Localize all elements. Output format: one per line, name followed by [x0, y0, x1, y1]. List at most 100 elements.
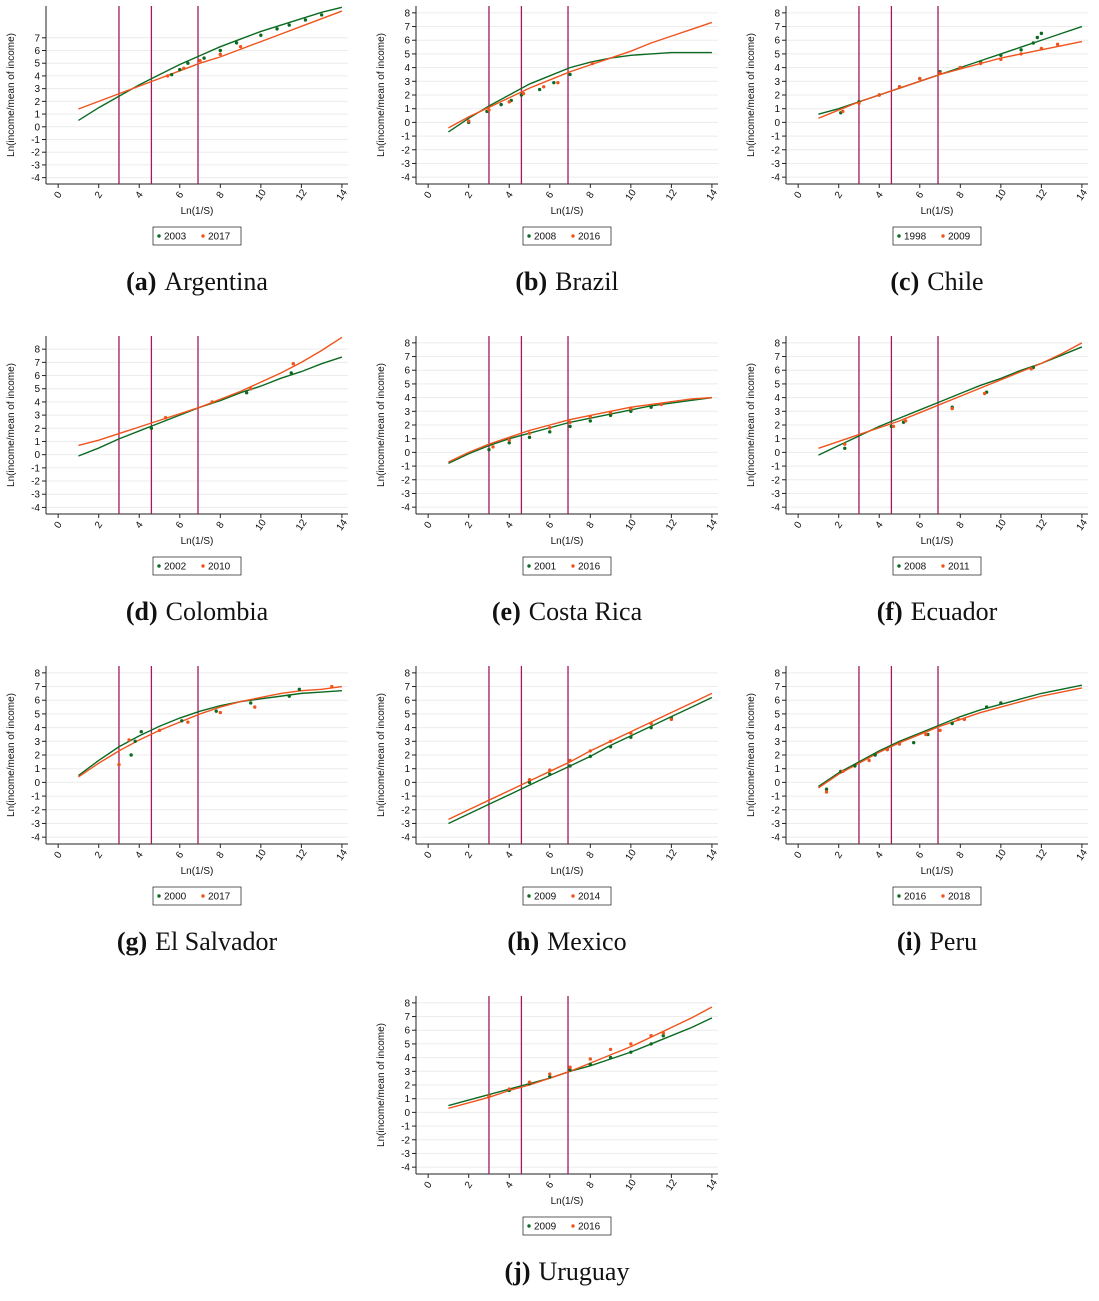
y-tick-label: -3 [31, 819, 40, 830]
data-point [608, 1047, 613, 1052]
y-tick-label: 0 [774, 778, 780, 789]
data-point [999, 701, 1003, 705]
y-tick-label: 2 [774, 751, 780, 762]
x-tick-label: 12 [1034, 847, 1050, 863]
legend-box [522, 226, 612, 246]
y-tick-label: 2 [774, 421, 780, 432]
y-tick-label: -3 [401, 819, 410, 830]
y-tick-label: 1 [404, 1094, 410, 1105]
y-tick-label: -1 [771, 462, 780, 473]
x-tick-label: 8 [215, 849, 227, 860]
y-tick-label: 8 [404, 668, 410, 679]
caption: (j) Uruguay [505, 1257, 630, 1286]
data-point [548, 1075, 552, 1079]
legend-marker [527, 894, 531, 898]
y-tick-label: 7 [404, 352, 410, 363]
y-tick-label: -3 [771, 489, 780, 500]
y-tick-label: 1 [774, 104, 780, 115]
y-tick-label: -2 [401, 475, 410, 486]
data-point [487, 1094, 491, 1098]
data-point [608, 745, 613, 749]
x-tick-label: 14 [705, 187, 721, 203]
x-tick-label: 6 [544, 849, 556, 860]
x-axis-title: Ln(1/S) [551, 536, 584, 547]
y-tick-label: 7 [774, 682, 780, 693]
data-point [649, 721, 653, 726]
data-point [499, 102, 503, 107]
data-point [649, 725, 653, 730]
legend-label: 2009 [948, 232, 971, 243]
data-point [649, 405, 653, 409]
fit-line [448, 21, 713, 129]
data-point [289, 371, 293, 375]
y-tick-label: 6 [774, 366, 780, 377]
caption-label: (d) [126, 597, 158, 626]
data-point [487, 447, 491, 452]
y-tick-label: 2 [404, 1081, 410, 1092]
x-axis-title: Ln(1/S) [921, 866, 954, 877]
y-axis-title: Ln(income/mean of income) [746, 363, 757, 487]
caption-label: (h) [507, 927, 539, 956]
y-tick-label: -4 [401, 503, 410, 514]
fit-line [818, 40, 1083, 119]
x-tick-label: 4 [874, 189, 886, 200]
y-tick-label: 8 [34, 345, 40, 356]
legend-label: 2011 [948, 562, 970, 573]
y-tick-label: 3 [404, 737, 410, 748]
y-tick-label: 5 [774, 379, 780, 390]
y-tick-label: -2 [771, 475, 780, 486]
data-point [608, 1055, 613, 1060]
data-point [649, 1042, 653, 1046]
x-tick-label: 2 [833, 519, 845, 530]
data-point [163, 416, 168, 420]
x-tick-label: 10 [994, 517, 1010, 533]
y-tick-label: 4 [34, 397, 40, 408]
data-point [253, 705, 257, 709]
y-tick-label: 3 [34, 737, 40, 748]
legend-marker [571, 564, 575, 568]
data-point [275, 27, 279, 31]
y-tick-label: 0 [404, 778, 410, 789]
y-tick-label: 5 [34, 59, 40, 70]
y-tick-label: 7 [404, 22, 410, 33]
data-point [186, 720, 190, 724]
data-point [249, 387, 253, 391]
data-point [548, 430, 552, 434]
y-axis-title: Ln(income/mean of income) [376, 363, 387, 487]
x-tick-label: 14 [705, 847, 721, 863]
x-tick-label: 8 [585, 189, 597, 200]
x-tick-label: 10 [624, 187, 640, 203]
data-point [877, 93, 881, 97]
y-tick-label: 3 [34, 84, 40, 95]
y-tick-label: 6 [404, 36, 410, 47]
x-axis-title: Ln(1/S) [551, 206, 584, 217]
x-tick-label: 2 [463, 519, 475, 530]
x-tick-label: 8 [585, 1179, 597, 1190]
x-tick-label: 2 [463, 189, 475, 200]
legend-marker [571, 234, 575, 238]
x-tick-label: 10 [624, 847, 640, 863]
data-point [303, 18, 308, 22]
caption-label: (e) [492, 597, 521, 626]
data-point [466, 119, 471, 123]
y-tick-label: -4 [771, 503, 780, 514]
data-point [629, 735, 633, 739]
x-tick-label: 2 [93, 519, 105, 530]
legend-label: 2014 [578, 892, 601, 903]
x-tick-label: 8 [585, 849, 597, 860]
x-tick-label: 12 [294, 517, 310, 533]
legend-label: 2003 [164, 232, 187, 243]
y-tick-label: 3 [404, 1067, 410, 1078]
y-tick-label: 1 [774, 434, 780, 445]
caption-title: Argentina [164, 267, 268, 296]
legend-label: 2009 [534, 1222, 557, 1233]
data-point [568, 758, 572, 763]
x-tick-label: 4 [874, 849, 886, 860]
y-tick-label: 8 [404, 998, 410, 1009]
caption-label: (a) [126, 267, 156, 296]
legend-label: 2016 [578, 1222, 601, 1233]
data-point [608, 739, 613, 744]
y-tick-label: -1 [31, 463, 40, 474]
data-point [588, 1062, 593, 1067]
